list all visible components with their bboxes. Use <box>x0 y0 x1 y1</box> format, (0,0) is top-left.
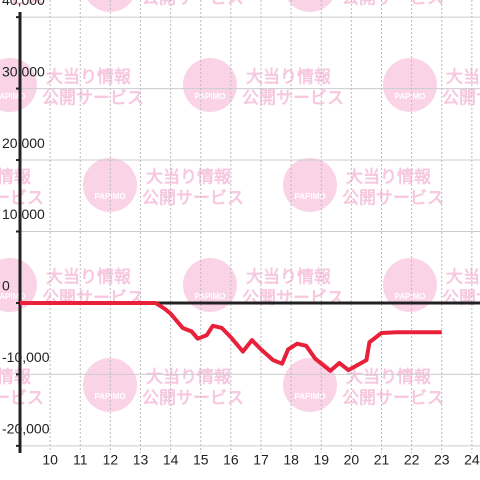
watermark-text: 大当り情報 <box>0 366 32 386</box>
watermark-text: 公開サービス <box>142 188 244 207</box>
y-tick-label: 10,000 <box>2 206 45 222</box>
x-tick-label: 16 <box>223 452 239 468</box>
x-tick-label: 21 <box>374 452 390 468</box>
x-tick-label: 17 <box>253 452 269 468</box>
watermark-text: 大当り情報 <box>246 66 332 86</box>
x-tick-label: 15 <box>193 452 209 468</box>
x-tick-label: 13 <box>133 452 149 468</box>
watermark-text: 公開サービス <box>442 88 480 107</box>
watermark-logo <box>383 58 437 112</box>
y-tick-label: 20,000 <box>2 135 45 151</box>
x-tick-label: 19 <box>313 452 329 468</box>
x-tick-label: 11 <box>73 452 88 468</box>
watermark-text: 公開サービス <box>0 0 44 7</box>
watermark-text: 公開サービス <box>0 388 44 407</box>
x-tick-label: 24 <box>464 452 480 468</box>
watermark-text: 大当り情報 <box>46 66 132 86</box>
watermark-logo <box>183 58 237 112</box>
watermark-text: 公開サービス <box>242 88 344 107</box>
watermark-logo <box>0 258 37 312</box>
watermark-text: 公開サービス <box>142 0 244 7</box>
watermark-logo-text: PAPIMO <box>395 292 426 301</box>
watermark-text: 大当り情報 <box>446 66 480 86</box>
watermark-logo <box>383 258 437 312</box>
x-tick-label: 12 <box>103 452 119 468</box>
grid <box>20 0 480 453</box>
watermark-logo <box>283 158 337 212</box>
watermark-text: 大当り情報 <box>146 366 232 386</box>
watermark-text: 大当り情報 <box>346 166 432 186</box>
y-tick-label: 0 <box>2 278 10 294</box>
watermark-text: 公開サービス <box>42 88 144 107</box>
watermark-logo-text: PAPIMO <box>0 92 25 101</box>
y-tick-label: 30,000 <box>2 63 45 79</box>
watermark-logo <box>0 58 37 112</box>
watermark-logo-text: PAPIMO <box>195 92 226 101</box>
watermark-logo-text: PAPIMO <box>195 292 226 301</box>
watermark-text: 公開サービス <box>342 188 444 207</box>
x-tick-label: 14 <box>163 452 179 468</box>
watermark-text: 大当り情報 <box>346 366 432 386</box>
watermark-text: 大当り情報 <box>0 166 32 186</box>
watermark-text: 大当り情報 <box>46 266 132 286</box>
y-tick-label: -10,000 <box>2 349 50 365</box>
data-line <box>20 300 442 373</box>
watermark-logo <box>183 258 237 312</box>
watermark-text: 大当り情報 <box>246 266 332 286</box>
watermark-logo-text: PAPIMO <box>295 192 326 201</box>
watermark-logo-text: PAPIMO <box>395 92 426 101</box>
watermark-text: 公開サービス <box>342 0 444 7</box>
x-tick-label: 18 <box>283 452 299 468</box>
watermark-logo-text: PAPIMO <box>0 292 25 301</box>
watermark-text: 大当り情報 <box>446 266 480 286</box>
watermark-text: 公開サービス <box>242 288 344 307</box>
watermark-text: 公開サービス <box>0 188 44 207</box>
plot: -20,000 -10,000 0 10,000 20,000 30,000 40,000 1… <box>2 0 480 468</box>
x-tick-label: 10 <box>42 452 58 468</box>
watermark-logo <box>283 358 337 412</box>
watermark-text: 公開サービス <box>342 388 444 407</box>
x-tick-label: 23 <box>434 452 450 468</box>
watermark-text: 大当り情報 <box>146 166 232 186</box>
watermark-text: 公開サービス <box>442 288 480 307</box>
watermark-logo-text: PAPIMO <box>295 0 326 1</box>
x-tick-label: 22 <box>404 452 420 468</box>
y-tick-label: -20,000 <box>2 421 50 437</box>
watermark-logo-text: PAPIMO <box>295 392 326 401</box>
watermark-text: 公開サービス <box>142 388 244 407</box>
y-tick-label: 40,000 <box>2 0 45 8</box>
x-tick-label: 20 <box>344 452 360 468</box>
